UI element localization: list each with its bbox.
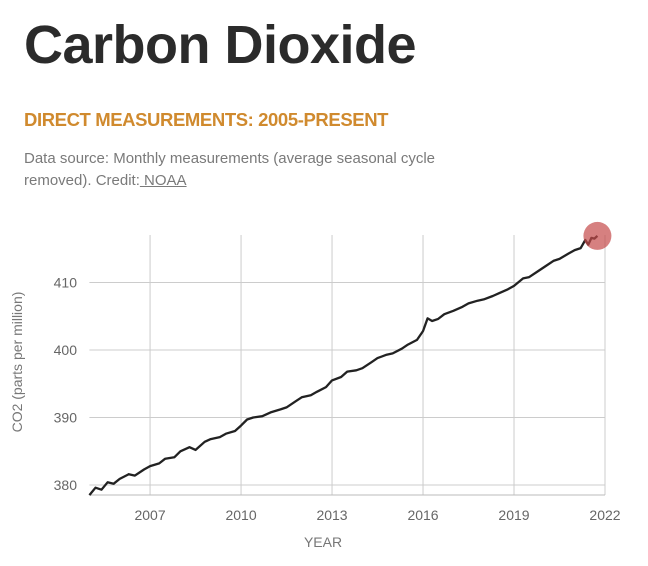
y-tick-label: 410 [54, 275, 78, 291]
data-source-note: Data source: Monthly measurements (avera… [24, 148, 444, 192]
x-tick-label: 2019 [498, 507, 529, 523]
y-axis-label: CO2 (parts per million) [9, 292, 25, 433]
x-tick-label: 2007 [134, 507, 165, 523]
y-tick-label: 400 [54, 342, 78, 358]
noaa-credit-link[interactable]: NOAA [139, 172, 187, 189]
x-tick-label: 2016 [407, 507, 438, 523]
x-tick-label: 2013 [316, 507, 347, 523]
subtitle: DIRECT MEASUREMENTS: 2005-PRESENT [24, 109, 389, 130]
y-tick-label: 380 [54, 477, 78, 493]
latest-value-marker[interactable] [583, 221, 612, 250]
co2-series-line [88, 235, 599, 496]
page-title: Carbon Dioxide [24, 15, 417, 75]
x-tick-label: 2010 [225, 507, 256, 523]
description-text: Data source: Monthly measurements (avera… [24, 150, 436, 189]
y-tick-label: 390 [54, 410, 78, 426]
x-tick-label: 2022 [589, 507, 620, 523]
x-axis-label: YEAR [304, 534, 342, 550]
